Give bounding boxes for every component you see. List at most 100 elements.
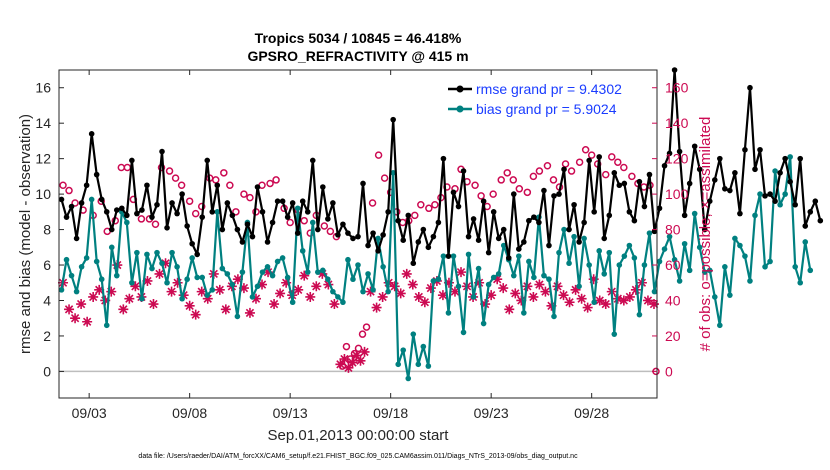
bias-point: [500, 242, 507, 249]
obs-possible-marker: [509, 176, 518, 184]
obs-assimilated-marker: [413, 291, 424, 302]
bias-point: [767, 258, 773, 265]
obs-possible-marker: [628, 172, 636, 181]
rmse-line: [60, 68, 822, 265]
obs-assimilated-marker: [281, 277, 292, 288]
rmse-point: [711, 177, 718, 183]
obs-possible-marker: [515, 185, 524, 193]
bias-point: [219, 265, 226, 272]
rmse-point: [641, 203, 648, 210]
bias-point: [455, 283, 462, 290]
rmse-point: [98, 196, 105, 203]
bias-point: [661, 246, 668, 252]
y-right-tick-label: 80: [665, 222, 681, 238]
bias-point: [531, 274, 537, 281]
bias-point: [405, 375, 412, 382]
obs-assimilated-marker: [437, 290, 448, 301]
obs-possible-marker: [608, 153, 616, 161]
bias-point: [335, 294, 341, 300]
rmse-point: [340, 221, 346, 228]
bias-point: [626, 242, 633, 249]
bias-point: [460, 329, 467, 336]
bias-point: [686, 267, 693, 274]
rmse-point: [103, 209, 110, 215]
obs-possible-marker: [342, 342, 351, 351]
bias-point: [777, 201, 783, 208]
rmse-point: [430, 233, 437, 240]
bias-point: [465, 251, 472, 258]
bias-point: [78, 264, 85, 270]
bias-point: [325, 276, 331, 283]
obs-possible-marker: [165, 167, 174, 175]
obs-assimilated-marker: [148, 299, 159, 310]
rmse-point: [83, 182, 90, 189]
obs-assimilated-marker: [263, 267, 274, 278]
rmse-point: [370, 230, 376, 236]
bias-point: [485, 281, 492, 288]
rmse-point: [742, 146, 748, 153]
rmse-point: [737, 210, 743, 217]
bias-point: [782, 191, 788, 197]
rmse-point: [807, 209, 814, 215]
bias-point: [360, 288, 366, 295]
bias-point: [581, 235, 587, 242]
bias-point: [93, 258, 100, 265]
bias-point: [108, 244, 115, 251]
bias-point: [284, 274, 291, 281]
y-right-tick-label: 140: [665, 115, 689, 131]
rmse-point: [189, 240, 195, 247]
obs-assimilated-marker: [624, 291, 635, 302]
plot-frame: [58, 69, 658, 399]
rmse-point: [58, 196, 65, 203]
bias-point: [601, 271, 608, 277]
bias-point: [375, 235, 381, 242]
obs-assimilated-marker: [377, 291, 388, 302]
rmse-point: [541, 187, 547, 194]
rmse-point: [686, 180, 693, 187]
obs-assimilated-marker: [142, 275, 153, 286]
obs-assimilated-marker: [329, 299, 340, 310]
bias-point: [68, 272, 75, 279]
bias-point: [113, 272, 120, 279]
rmse-point: [757, 146, 763, 153]
rmse-point: [299, 198, 306, 204]
bias-point: [159, 260, 165, 267]
bias-point: [350, 276, 356, 283]
y-tick-label: 10: [35, 186, 51, 202]
bias-point: [380, 264, 386, 270]
bias-point: [330, 288, 336, 295]
obs-possible-marker: [151, 220, 160, 228]
obs-assimilated-marker: [570, 284, 581, 295]
bias-point: [395, 361, 402, 368]
bias-point: [762, 264, 768, 270]
x-tick-label: 09/13: [273, 405, 308, 421]
obs-possible-marker: [374, 151, 383, 159]
obs-assimilated-marker: [486, 290, 497, 301]
rmse-point: [385, 209, 391, 215]
obs-assimilated-marker: [154, 268, 165, 279]
y-axis-right-label: # of obs: o=possible; ×=assimilated: [697, 117, 714, 352]
rmse-point: [199, 214, 206, 220]
obs-assimilated-marker: [250, 293, 261, 304]
obs-assimilated-marker: [443, 277, 454, 288]
obs-possible-marker: [185, 197, 194, 205]
rmse-point: [475, 237, 482, 244]
bias-point: [309, 219, 316, 226]
bias-point: [179, 295, 185, 302]
rmse-point: [631, 217, 638, 224]
obs-possible-marker: [489, 190, 497, 198]
rmse-point: [375, 248, 381, 254]
bias-point: [224, 271, 231, 277]
obs-assimilated-marker: [425, 283, 436, 294]
obs-assimilated-marker: [238, 283, 249, 294]
rmse-point: [219, 226, 226, 233]
rmse-point: [767, 191, 773, 197]
bias-point: [787, 154, 793, 160]
obs-possible-marker: [417, 200, 425, 209]
x-tick-label: 09/08: [172, 405, 207, 421]
rmse-point: [646, 171, 653, 178]
rmse-point: [119, 205, 125, 212]
bias-point: [631, 255, 638, 261]
rmse-point: [254, 184, 261, 190]
bias-point: [420, 343, 427, 350]
